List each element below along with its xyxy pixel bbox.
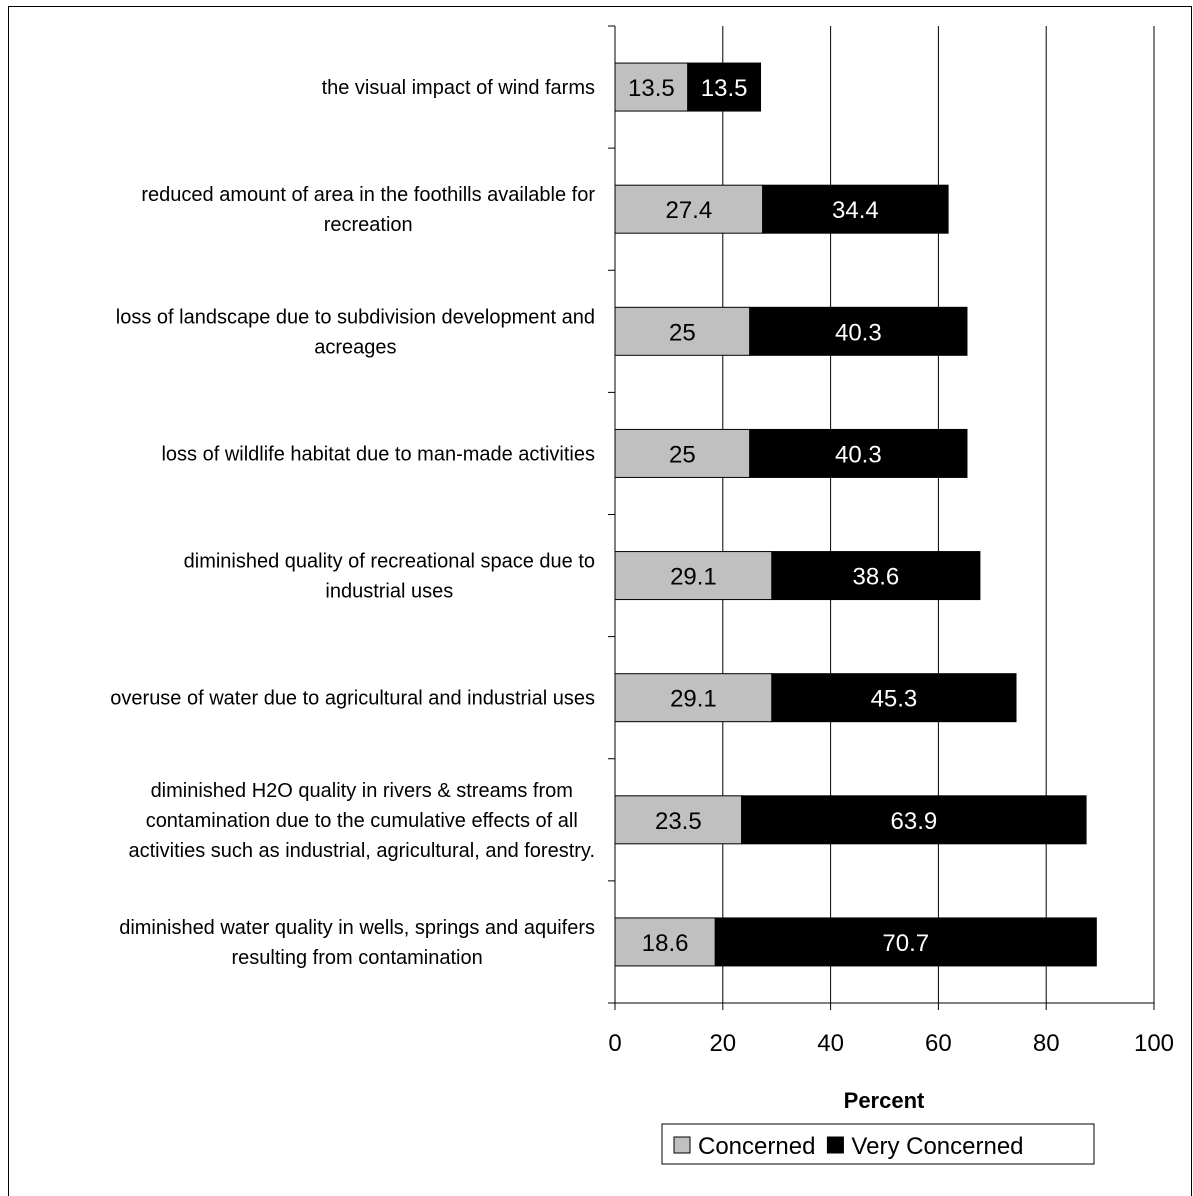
bar-concerned xyxy=(614,62,689,112)
bar-concerned xyxy=(614,795,743,845)
legend-swatch xyxy=(673,1136,691,1154)
x-tick-label: 40 xyxy=(817,1030,844,1057)
x-tick-label: 100 xyxy=(1134,1030,1174,1057)
category-label: the visual impact of wind farms xyxy=(322,77,595,99)
bar-very-concerned xyxy=(771,551,981,601)
bar-very-concerned xyxy=(714,917,1097,967)
bar-value-label: 40.3 xyxy=(835,319,882,346)
legend: Concerned Very Concerned xyxy=(661,1123,1095,1165)
gridlines xyxy=(722,26,1155,1003)
category-labels: the visual impact of wind farms reduced a… xyxy=(110,77,595,969)
x-tick-label: 0 xyxy=(608,1030,621,1057)
bar-value-label: 13.5 xyxy=(701,75,748,102)
bar-value-label: 18.6 xyxy=(642,930,689,957)
bar-concerned xyxy=(614,551,773,601)
bar-value-label: 25 xyxy=(669,441,696,468)
bar-very-concerned xyxy=(762,184,949,234)
bar-value-label: 29.1 xyxy=(670,564,717,591)
bar-concerned xyxy=(614,428,751,478)
bar-value-label: 38.6 xyxy=(853,564,900,591)
category-label: diminished H2O quality in rivers & strea… xyxy=(129,780,596,862)
bar-value-label: 23.5 xyxy=(655,808,702,835)
category-label: diminished quality of recreational space… xyxy=(184,551,595,603)
bar-value-label: 70.7 xyxy=(882,930,929,957)
x-tick-label: 20 xyxy=(709,1030,736,1057)
bar-very-concerned xyxy=(749,428,968,478)
bar-very-concerned xyxy=(749,306,968,356)
bar-very-concerned xyxy=(741,795,1087,845)
bar-value-label: 13.5 xyxy=(628,75,675,102)
category-label: diminished water quality in wells, sprin… xyxy=(119,917,595,969)
bar-value-label: 25 xyxy=(669,319,696,346)
category-label: overuse of water due to agricultural and… xyxy=(110,688,595,710)
axes xyxy=(608,25,1155,1010)
category-label: loss of landscape due to subdivision dev… xyxy=(116,306,595,358)
bar-value-label: 45.3 xyxy=(871,686,918,713)
legend-box xyxy=(661,1123,1095,1165)
legend-label: Concerned xyxy=(698,1133,815,1160)
bar-very-concerned xyxy=(687,62,762,112)
x-tick-label: 80 xyxy=(1033,1030,1060,1057)
bar-very-concerned xyxy=(771,673,1017,723)
bar-value-label: 34.4 xyxy=(832,197,879,224)
x-axis-label: Percent xyxy=(844,1088,925,1113)
bar-concerned xyxy=(614,306,751,356)
x-tick-labels: 0 20 40 60 80 100 xyxy=(608,1030,1174,1057)
bar-concerned xyxy=(614,673,773,723)
bars: 13.5 13.5 27.4 34.4 25 40.3 25 40.3 29.1 38.6 29.1… xyxy=(614,62,1097,967)
bar-value-label: 40.3 xyxy=(835,441,882,468)
bar-value-label: 63.9 xyxy=(891,808,938,835)
bar-value-label: 27.4 xyxy=(665,197,712,224)
x-tick-label: 60 xyxy=(925,1030,952,1057)
chart-frame xyxy=(8,6,1192,1196)
legend-label: Very Concerned xyxy=(851,1133,1023,1160)
category-label: loss of wildlife habitat due to man-made… xyxy=(161,443,595,465)
category-label: reduced amount of area in the foothills … xyxy=(141,184,595,236)
bar-value-label: 29.1 xyxy=(670,686,717,713)
legend-swatch xyxy=(826,1136,844,1154)
